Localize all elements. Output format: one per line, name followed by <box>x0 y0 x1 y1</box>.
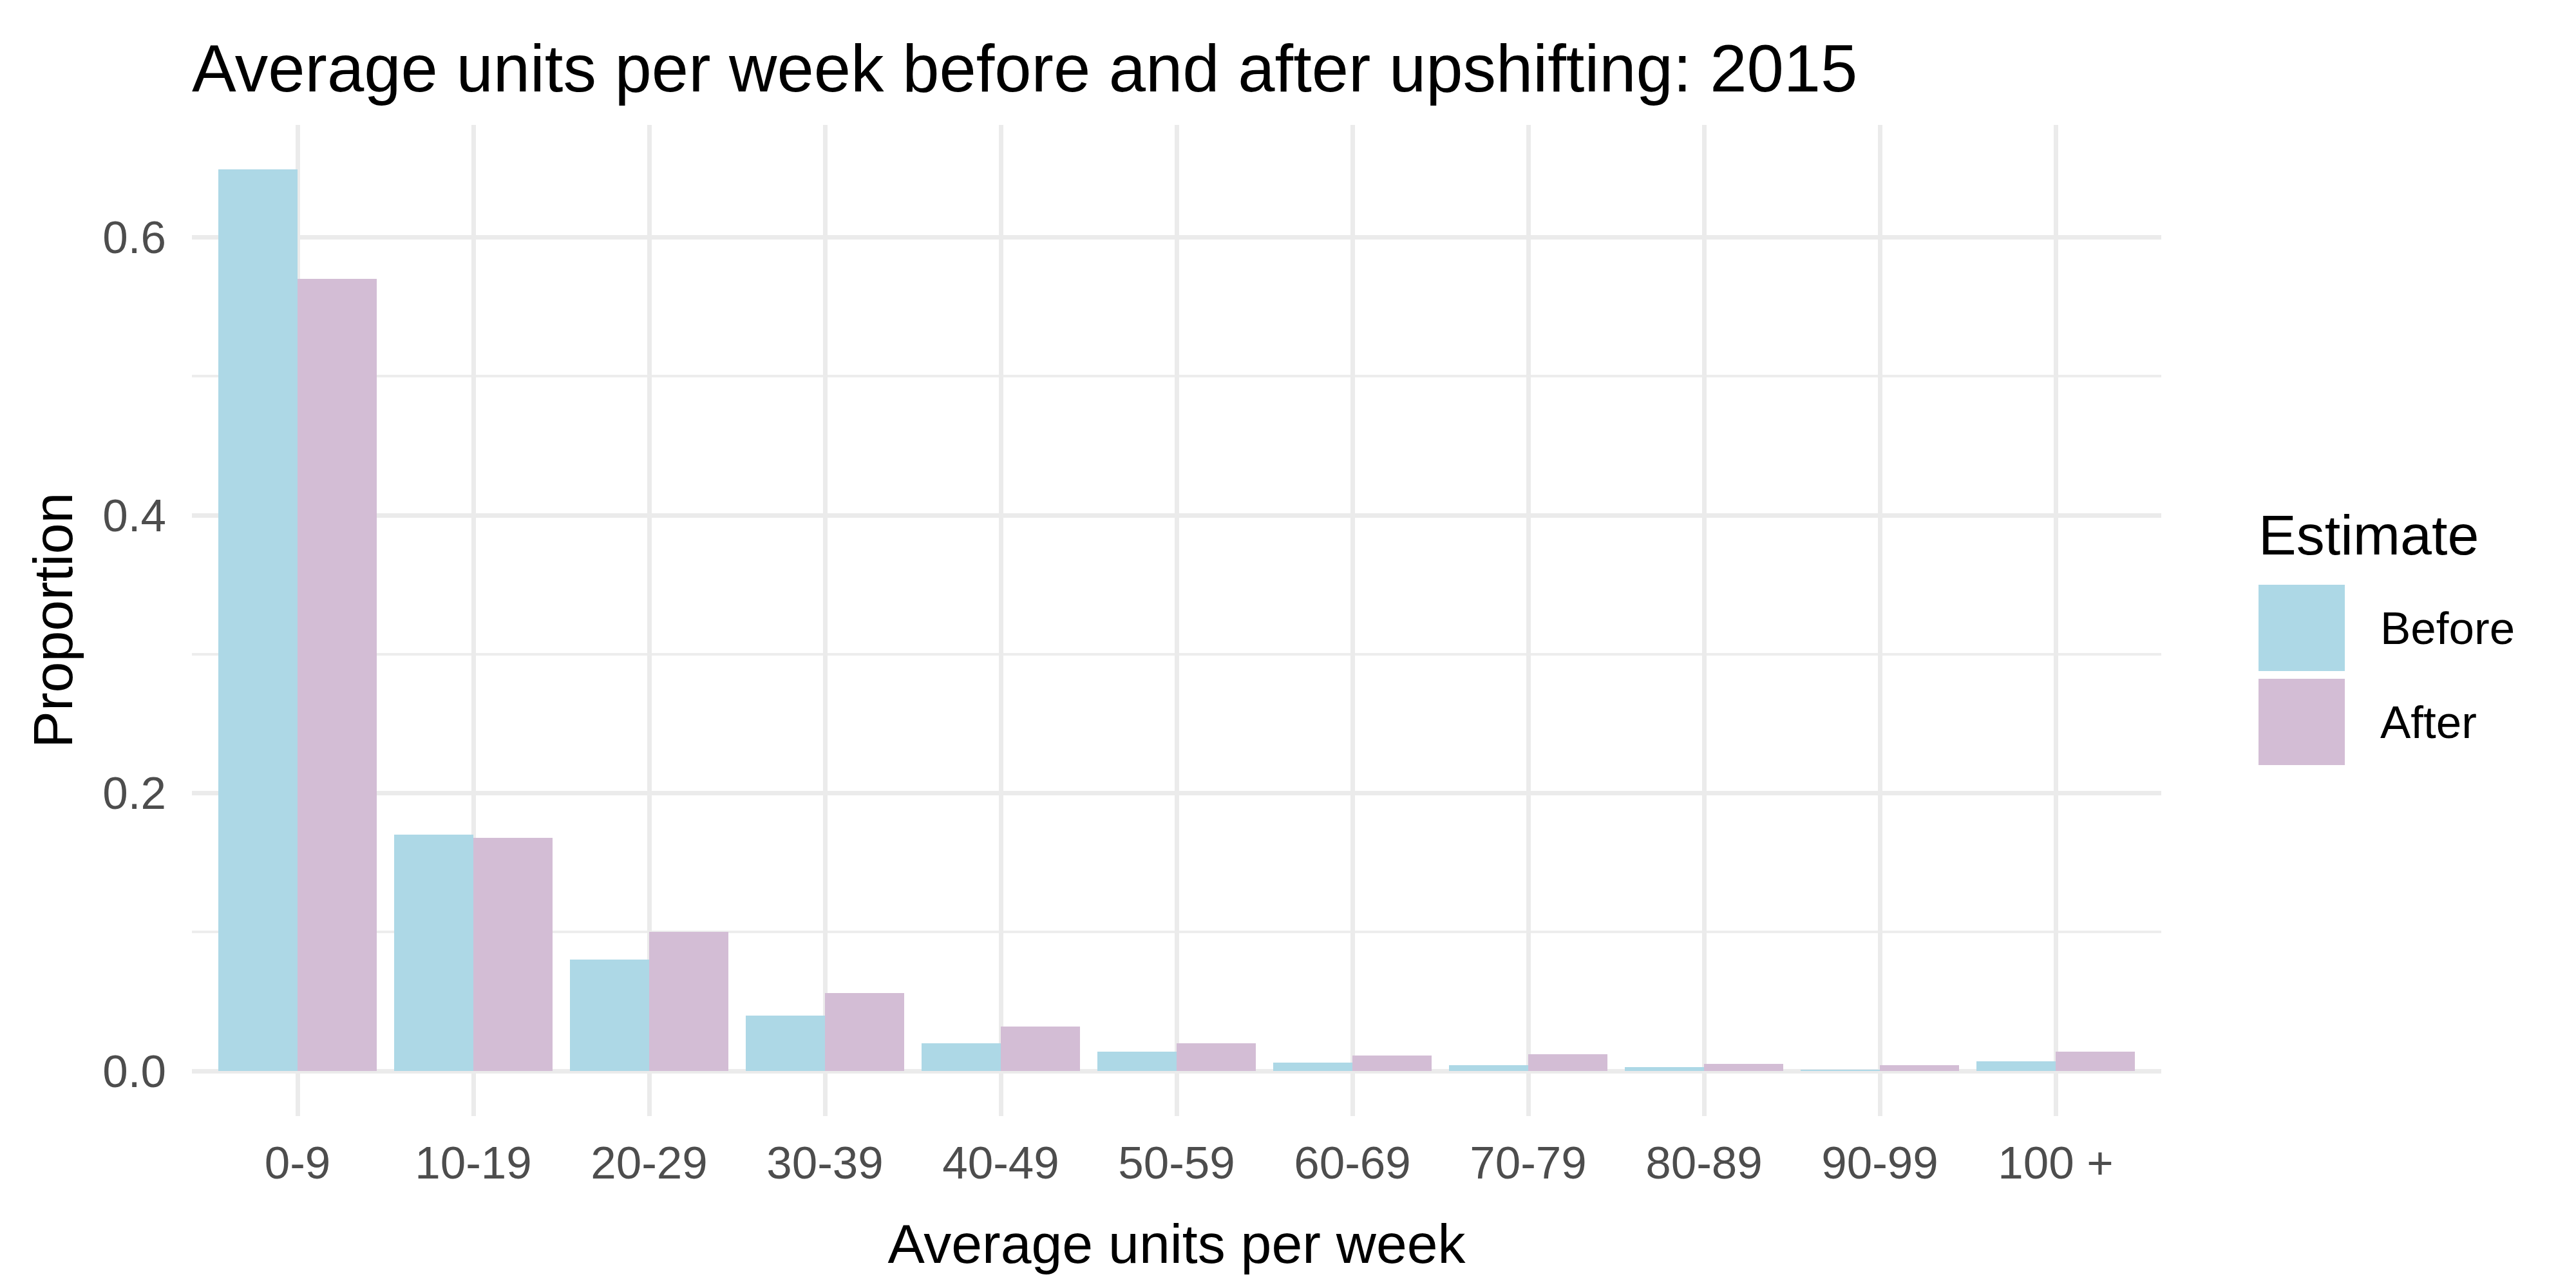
legend-title: Estimate <box>2259 502 2515 568</box>
y-tick-label-0.2: 0.2 <box>12 770 166 816</box>
gridline-x-60-69 <box>1350 125 1355 1116</box>
legend-item-after: After <box>2259 679 2515 765</box>
legend: Estimate Before After <box>2259 502 2515 765</box>
bar-after-80-89 <box>1704 1064 1783 1071</box>
chart-title: Average units per week before and after … <box>192 31 1857 107</box>
legend-swatch-after <box>2259 679 2345 765</box>
bar-before-30-39 <box>746 1016 825 1071</box>
bar-before-0-9 <box>218 169 298 1071</box>
y-tick-label-0.4: 0.4 <box>12 493 166 538</box>
bar-after-40-49 <box>1001 1027 1080 1071</box>
bar-before-20-29 <box>570 960 649 1071</box>
x-tick-label-50-59: 50-59 <box>1118 1140 1235 1186</box>
legend-label-before: Before <box>2380 602 2515 654</box>
legend-item-before: Before <box>2259 585 2515 671</box>
bar-before-40-49 <box>922 1043 1001 1071</box>
bar-after-10-19 <box>473 838 553 1071</box>
bar-before-10-19 <box>394 835 473 1071</box>
x-axis-title: Average units per week <box>887 1212 1465 1276</box>
x-tick-label-10-19: 10-19 <box>415 1140 532 1186</box>
bar-after-0-9 <box>298 279 377 1071</box>
x-tick-label-60-69: 60-69 <box>1294 1140 1411 1186</box>
chart-figure: Average units per week before and after … <box>0 0 2576 1288</box>
x-tick-label-0-9: 0-9 <box>265 1140 331 1186</box>
bar-before-50-59 <box>1097 1052 1177 1071</box>
x-tick-label-80-89: 80-89 <box>1645 1140 1763 1186</box>
bar-after-70-79 <box>1528 1054 1607 1071</box>
gridline-x-90-99 <box>1878 125 1882 1116</box>
bar-after-30-39 <box>825 993 904 1071</box>
y-tick-label-0.6: 0.6 <box>12 214 166 260</box>
x-tick-label-30-39: 30-39 <box>766 1140 884 1186</box>
bar-before-60-69 <box>1273 1063 1352 1071</box>
plot-panel <box>192 125 2161 1116</box>
x-tick-label-100 +: 100 + <box>1998 1140 2114 1186</box>
gridline-x-70-79 <box>1526 125 1531 1116</box>
legend-label-after: After <box>2380 696 2477 748</box>
bar-before-70-79 <box>1449 1065 1528 1071</box>
legend-swatch-before <box>2259 585 2345 671</box>
bar-after-60-69 <box>1352 1056 1432 1071</box>
gridline-x-30-39 <box>823 125 828 1116</box>
gridline-x-40-49 <box>999 125 1003 1116</box>
bar-after-100 + <box>2056 1052 2135 1071</box>
gridline-x-100 + <box>2054 125 2058 1116</box>
x-tick-label-20-29: 20-29 <box>591 1140 708 1186</box>
bar-before-90-99 <box>1801 1070 1880 1071</box>
bar-after-20-29 <box>649 932 728 1071</box>
y-tick-label-0.0: 0.0 <box>12 1048 166 1094</box>
gridline-x-50-59 <box>1175 125 1179 1116</box>
bar-after-90-99 <box>1880 1065 1959 1071</box>
bar-before-80-89 <box>1625 1067 1704 1071</box>
x-tick-label-90-99: 90-99 <box>1821 1140 1938 1186</box>
bar-before-100 + <box>1976 1061 2056 1071</box>
gridline-x-80-89 <box>1702 125 1707 1116</box>
x-tick-label-70-79: 70-79 <box>1470 1140 1587 1186</box>
x-tick-label-40-49: 40-49 <box>942 1140 1059 1186</box>
bar-after-50-59 <box>1177 1043 1256 1071</box>
